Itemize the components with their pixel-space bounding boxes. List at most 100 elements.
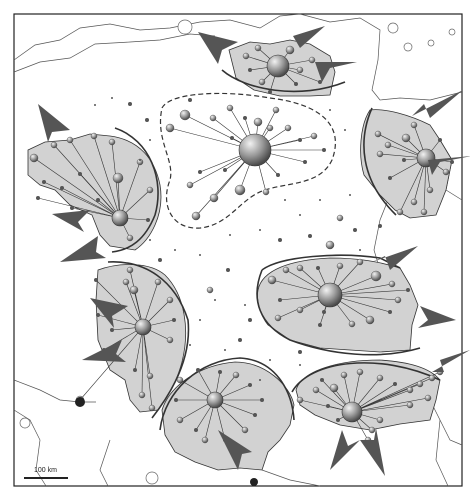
city-node: [166, 296, 174, 304]
city-node: [218, 370, 222, 374]
city-node: [96, 198, 100, 202]
city-node: [243, 116, 247, 120]
city-node: [353, 228, 357, 232]
city-node: [209, 114, 217, 122]
hub-city-node: [341, 401, 363, 423]
city-node: [176, 376, 184, 384]
city-node: [194, 428, 198, 432]
city-node: [276, 173, 280, 177]
city-node: [376, 416, 384, 424]
city-node: [248, 68, 252, 72]
spoke-link: [79, 326, 144, 401]
city-node: [401, 133, 411, 143]
arrow-icon: [60, 236, 106, 262]
city-node: [312, 386, 320, 394]
spoke-link: [399, 157, 427, 213]
minor-point: [174, 249, 176, 251]
city-node: [308, 56, 316, 64]
minor-point: [149, 239, 151, 241]
city-node: [223, 168, 227, 172]
minor-point: [244, 304, 246, 306]
city-node: [388, 280, 396, 288]
city-node: [416, 380, 424, 388]
city-node: [368, 426, 376, 434]
flow-arrows: [38, 26, 470, 476]
minor-point: [229, 234, 231, 236]
city-node: [272, 106, 280, 114]
minor-point: [111, 97, 113, 99]
city-node: [268, 90, 272, 94]
city-node: [36, 196, 40, 200]
city-node: [376, 150, 384, 158]
city-node: [145, 118, 149, 122]
city-node: [365, 315, 375, 325]
city-node: [126, 266, 134, 274]
arrow-icon: [418, 306, 456, 328]
scale-bar: 100 km: [24, 467, 68, 479]
minor-point: [224, 349, 226, 351]
arrow-icon: [293, 26, 325, 48]
city-node: [146, 372, 154, 380]
map-frame: [13, 13, 463, 487]
city-node: [316, 266, 320, 270]
city-node: [298, 138, 302, 142]
city-node: [296, 306, 304, 314]
hub-city-node: [266, 54, 290, 78]
city-node: [253, 117, 263, 127]
city-node: [296, 66, 304, 74]
city-node: [179, 109, 191, 121]
city-node: [94, 278, 98, 282]
city-node: [336, 262, 344, 270]
city-node: [442, 168, 450, 176]
spoke-link: [141, 326, 144, 396]
hub-city-node: [111, 209, 129, 227]
city-node: [294, 82, 298, 86]
spoke-link: [351, 371, 441, 413]
minor-point: [199, 254, 201, 256]
arrow-icon: [330, 430, 360, 470]
city-node: [122, 278, 130, 286]
small-rings: [19, 19, 456, 485]
city-node: [318, 80, 322, 84]
city-node: [267, 275, 277, 285]
city-node: [340, 371, 348, 379]
city-node: [110, 328, 114, 332]
minor-point: [284, 199, 286, 201]
city-node: [388, 176, 392, 180]
city-node: [242, 52, 250, 60]
city-node: [174, 398, 178, 402]
spoke-link: [79, 173, 121, 219]
arrow-icon: [82, 340, 126, 362]
city-node: [402, 158, 406, 162]
spoke-link: [119, 161, 141, 219]
city-node: [90, 132, 98, 140]
city-node: [70, 206, 74, 210]
city-node: [148, 404, 156, 412]
spoke-link: [329, 289, 409, 296]
city-node: [201, 436, 209, 444]
spoke-link: [43, 181, 121, 219]
minor-point: [139, 159, 141, 161]
city-node: [198, 170, 202, 174]
city-node: [146, 218, 150, 222]
spoke-link: [37, 197, 121, 219]
hub-city-node: [206, 391, 224, 409]
arrow-icon: [428, 156, 470, 175]
city-node: [60, 186, 64, 190]
arrow-icon: [218, 430, 252, 470]
minor-point: [94, 104, 96, 106]
city-node: [394, 296, 402, 304]
minor-point: [349, 194, 351, 196]
city-node: [320, 378, 324, 382]
city-node: [234, 184, 246, 196]
zone-boundary-arcs: [107, 69, 441, 431]
city-node: [254, 44, 262, 52]
scale-bar-label: 100 km: [34, 467, 57, 474]
city-node: [282, 266, 290, 274]
city-node: [348, 320, 356, 328]
city-node: [158, 258, 162, 262]
city-node: [112, 172, 124, 184]
city-node: [186, 181, 194, 189]
minor-point: [214, 299, 216, 301]
city-node: [206, 286, 214, 294]
